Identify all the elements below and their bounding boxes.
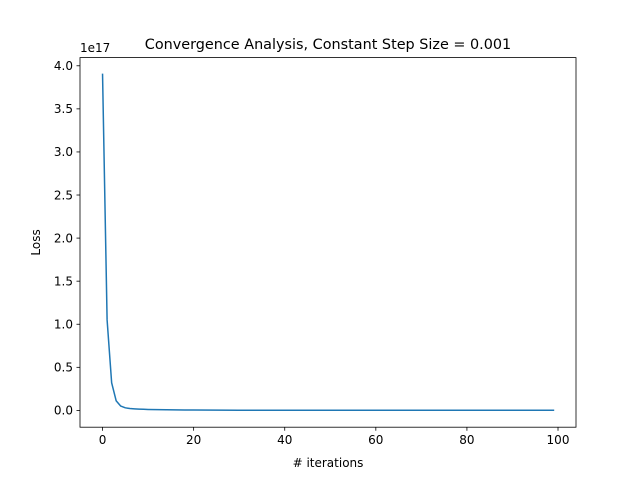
y-tick-label: 3.5 bbox=[54, 102, 73, 116]
x-tick-label: 60 bbox=[368, 433, 383, 447]
y-tick-label: 1.5 bbox=[54, 274, 73, 288]
y-tick-label: 2.5 bbox=[54, 188, 73, 202]
y-tick-label: 2.0 bbox=[54, 231, 73, 245]
axes-frame bbox=[79, 57, 577, 428]
y-axis-offset-label: 1e17 bbox=[80, 41, 110, 55]
x-tick-label: 40 bbox=[277, 433, 292, 447]
x-tick-label: 80 bbox=[459, 433, 474, 447]
y-tick-label: 3.0 bbox=[54, 145, 73, 159]
x-axis-label: # iterations bbox=[293, 456, 364, 470]
x-tick-label: 0 bbox=[99, 433, 107, 447]
y-tick-label: 0.0 bbox=[54, 404, 73, 418]
series-line-0 bbox=[101, 73, 555, 412]
y-axis-ticks: 0.0 0.5 1.0 1.5 2.0 2.5 3.0 3.5 4.0 bbox=[54, 59, 80, 418]
series-layer bbox=[101, 73, 555, 412]
plot-area bbox=[80, 57, 576, 428]
x-tick-label: 100 bbox=[547, 433, 570, 447]
x-tick-label: 20 bbox=[186, 433, 201, 447]
y-tick-label: 4.0 bbox=[54, 59, 73, 73]
x-axis-ticks: 0 20 40 60 80 100 bbox=[99, 427, 570, 447]
y-tick-label: 1.0 bbox=[54, 318, 73, 332]
y-axis-label: Loss bbox=[29, 229, 43, 255]
y-tick-label: 0.5 bbox=[54, 361, 73, 375]
chart-title: Convergence Analysis, Constant Step Size… bbox=[145, 37, 511, 53]
